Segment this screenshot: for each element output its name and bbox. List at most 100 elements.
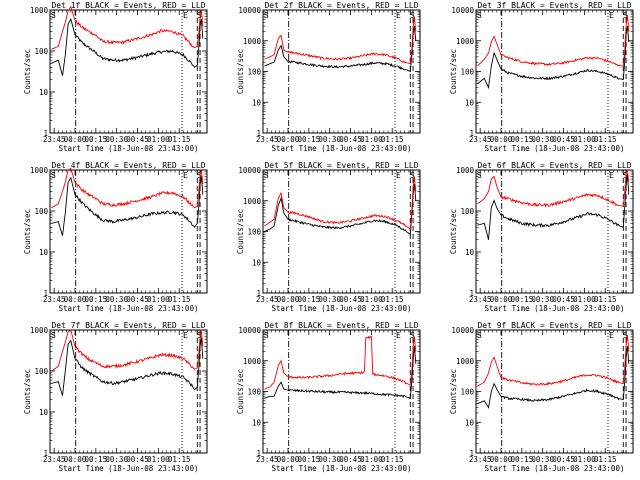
y-tick-label: 1000 [30,326,49,335]
y-tick-label: 10 [465,98,475,107]
marker-label-s: S [623,11,628,20]
y-axis-title: Counts/sec [23,49,32,94]
series-events-line [264,26,417,73]
x-tick-label: 00:30 [531,135,554,144]
x-tick-label: 23:45 [256,295,279,304]
series-events-line [477,346,630,409]
y-tick-label: 100 [460,388,474,397]
y-tick-label: 1000 [243,357,262,366]
series-lld-line [477,334,630,387]
series-lld-line [51,5,204,50]
x-axis-title: Start Time (18-Jun-08 23:43:00) [485,144,625,153]
chart-title: Det 2f BLACK = Events, RED = LLD [264,1,418,10]
series-lld-line [477,169,630,208]
x-tick-label: 00:15 [298,455,321,464]
y-tick-label: 1000 [30,6,49,15]
y-tick-label: 10 [39,88,49,97]
y-tick-label: 100 [247,228,261,237]
chart-title: Det 8f BLACK = Events, RED = LLD [264,321,418,330]
chart-title: Det 5f BLACK = Events, RED = LLD [264,161,418,170]
chart-panel-1: Det 1f BLACK = Events, RED = LLD 1 10 100 10… [23,1,208,153]
y-axis-title: Counts/sec [23,369,32,414]
x-tick-label: 23:45 [469,455,492,464]
series-lld-line [264,176,417,230]
series-events-line [51,176,204,236]
x-tick-label: 23:45 [43,135,66,144]
marker-label-s: S [264,11,269,20]
x-tick-label: 00:15 [511,135,534,144]
x-tick-label: 00:30 [105,295,128,304]
x-tick-label: 01:15 [381,135,404,144]
plot-frame [475,329,634,454]
y-tick-label: 10 [252,98,262,107]
marker-label-e: E [396,171,401,180]
y-tick-label: 100 [34,207,48,216]
marker-label-e: E [609,331,614,340]
series-lld-line [264,335,417,390]
x-axis-title: Start Time (18-Jun-08 23:43:00) [272,304,412,313]
x-tick-label: 00:00 [64,135,87,144]
x-tick-label: 00:15 [298,135,321,144]
x-tick-label: 01:00 [573,295,596,304]
marker-label-s: S [197,171,202,180]
marker-label-e: E [609,171,614,180]
chart-title: Det 9f BLACK = Events, RED = LLD [477,321,631,330]
marker-label-s: S [477,11,482,20]
y-tick-label: 10 [252,258,262,267]
plot-frame [475,169,634,294]
x-tick-label: 23:45 [469,295,492,304]
y-tick-label: 100 [34,47,48,56]
marker-label-s: S [410,11,415,20]
y-tick-label: 1 [256,289,261,298]
marker-label-e: E [609,11,614,20]
x-tick-label: 01:15 [381,295,404,304]
chart-panel-4: Det 4f BLACK = Events, RED = LLD 1 10 100 10… [23,161,208,313]
y-axis-title: Counts/sec [236,49,245,94]
x-tick-label: 00:45 [126,135,149,144]
x-tick-label: 00:00 [277,135,300,144]
chart-title: Det 1f BLACK = Events, RED = LLD [51,1,205,10]
marker-label-s: S [197,331,202,340]
y-tick-label: 1000 [243,37,262,46]
x-tick-label: 00:45 [552,455,575,464]
x-tick-label: 23:45 [256,135,279,144]
marker-label-e: E [396,11,401,20]
series-events-line [51,17,204,76]
plot-frame [49,169,208,294]
y-axis-title: Counts/sec [449,209,458,254]
x-axis-title: Start Time (18-Jun-08 23:43:00) [272,464,412,473]
x-tick-label: 01:00 [360,135,383,144]
chart-title: Det 7f BLACK = Events, RED = LLD [51,321,205,330]
x-tick-label: 00:30 [531,455,554,464]
y-tick-label: 1000 [243,197,262,206]
series-events-line [477,173,630,240]
x-tick-label: 00:30 [318,295,341,304]
marker-label-s: S [51,171,56,180]
x-tick-label: 01:15 [594,455,617,464]
y-tick-label: 10000 [238,166,261,175]
x-tick-label: 01:00 [360,295,383,304]
marker-label-s: S [264,171,269,180]
x-tick-label: 00:00 [64,295,87,304]
x-tick-label: 01:00 [147,135,170,144]
x-tick-label: 01:15 [168,135,191,144]
plot-frame [49,9,208,134]
x-tick-label: 01:15 [168,455,191,464]
x-tick-label: 00:45 [339,135,362,144]
x-tick-label: 00:45 [339,295,362,304]
x-tick-label: 00:45 [552,295,575,304]
x-tick-label: 01:15 [594,135,617,144]
y-tick-label: 10 [39,408,49,417]
y-axis-title: Counts/sec [236,209,245,254]
x-axis-title: Start Time (18-Jun-08 23:43:00) [272,144,412,153]
x-tick-label: 23:45 [43,295,66,304]
y-axis-title: Counts/sec [449,49,458,94]
y-tick-label: 100 [34,367,48,376]
marker-label-e: E [183,331,188,340]
plot-frame [262,9,421,134]
x-tick-label: 00:00 [490,135,513,144]
marker-label-e: E [183,171,188,180]
plot-frame [475,9,634,134]
x-axis-title: Start Time (18-Jun-08 23:43:00) [485,464,625,473]
chart-panel-5: Det 5f BLACK = Events, RED = LLD 1 10 100 10… [236,161,421,313]
